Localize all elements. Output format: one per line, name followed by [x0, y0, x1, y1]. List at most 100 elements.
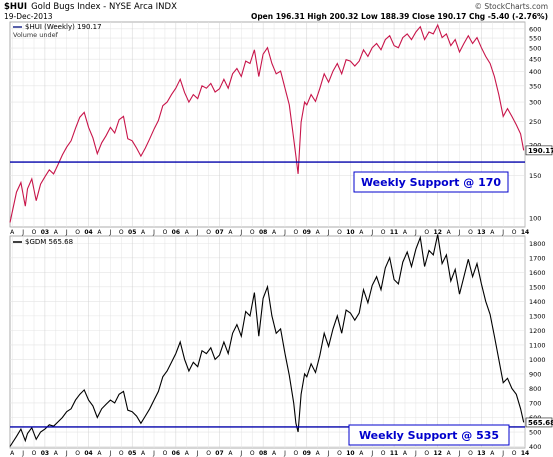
gdm-y-tick-label: 1100 — [529, 341, 546, 349]
hui-x-tick-label: A — [185, 229, 190, 236]
hui-x-tick-label: J — [327, 229, 330, 236]
gdm-x-tick-label: J — [196, 450, 199, 457]
hui-x-tick-label: J — [283, 229, 286, 236]
hui-legend: $HUI (Weekly) 190.17 Volume undef — [13, 23, 102, 39]
gdm-y-tick-label: 1300 — [529, 312, 546, 320]
gdm-x-tick-label: O — [250, 450, 255, 457]
hui-x-tick-label: 09 — [303, 229, 311, 236]
gdm-x-tick-label: 14 — [521, 450, 529, 457]
hui-x-tick-label: O — [294, 229, 299, 236]
gdm-grid — [10, 236, 526, 448]
gdm-x-tick-label: A — [54, 450, 59, 457]
hui-x-tick-label: A — [272, 229, 277, 236]
gdm-y-tick-label: 1600 — [529, 269, 546, 277]
gdm-x-tick-label: O — [163, 450, 168, 457]
gdm-x-tick-label: O — [512, 450, 517, 457]
hui-x-tick-label: A — [490, 229, 495, 236]
hui-y-tick-label: 450 — [529, 56, 541, 64]
hui-y-tick-label: 100 — [529, 215, 541, 223]
hui-x-tick-label: J — [65, 229, 68, 236]
hui-y-tick-label: 350 — [529, 82, 541, 90]
hui-x-tick-label: J — [239, 229, 242, 236]
hui-y-tick-label: 200 — [529, 141, 541, 149]
stockcharts-credit: © StockCharts.com — [474, 2, 548, 11]
gdm-x-tick-label: 06 — [172, 450, 180, 457]
gdm-x-tick-label: 04 — [84, 450, 92, 457]
hui-x-tick-label: A — [447, 229, 452, 236]
gdm-x-tick-label: A — [447, 450, 452, 457]
gdm-x-tick-label: O — [206, 450, 211, 457]
hui-x-tick-label: A — [54, 229, 59, 236]
gdm-x-tick-label: A — [185, 450, 190, 457]
hui-x-tick-label: J — [501, 229, 504, 236]
hui-x-tick-label: A — [141, 229, 146, 236]
hui-x-tick-label: J — [108, 229, 111, 236]
gdm-x-tick-label: J — [458, 450, 461, 457]
gdm-y-tick-label: 1400 — [529, 298, 546, 306]
hui-x-tick-label: A — [403, 229, 408, 236]
hui-x-tick-label: 04 — [84, 229, 92, 236]
gdm-y-tick-label: 1200 — [529, 327, 546, 335]
gdm-legend: $GDM 565.68 — [13, 238, 73, 246]
gdm-x-tick-label: J — [501, 450, 504, 457]
hui-y-tick-label: 550 — [529, 35, 541, 43]
index-name: Gold Bugs Index - NYSE Arca INDX — [31, 2, 177, 12]
hui-y-tick-label: 150 — [529, 172, 541, 180]
hui-x-tick-label: J — [370, 229, 373, 236]
hui-last-value-text: 190.17 — [528, 147, 553, 155]
symbol: $HUI — [4, 2, 27, 12]
hui-x-tick-label: 06 — [172, 229, 180, 236]
gdm-last-value-box — [525, 417, 553, 428]
chart-date: 19-Dec-2013 — [4, 12, 53, 21]
hui-x-tick-label: O — [206, 229, 211, 236]
gdm-y-tick-label: 1000 — [529, 356, 546, 364]
hui-x-tick-label: O — [337, 229, 342, 236]
gdm-x-tick-label: A — [228, 450, 233, 457]
hui-x-tick-label: O — [119, 229, 124, 236]
hui-support-label: Weekly Support @ 170 — [353, 171, 509, 193]
gdm-x-tick-label: 03 — [41, 450, 49, 457]
gdm-price-line — [9, 234, 525, 447]
hui-x-tick-label: 08 — [259, 229, 267, 236]
hui-panel: Weekly Support @ 170 $HUI (Weekly) 190.1… — [9, 21, 553, 236]
hui-support-label-text: Weekly Support @ 170 — [361, 176, 501, 189]
gdm-x-tick-label: O — [32, 450, 37, 457]
gdm-y-tick-label: 800 — [529, 385, 541, 393]
gdm-last-value-text: 565.68 — [528, 419, 553, 427]
gdm-x-tick-label: J — [21, 450, 24, 457]
hui-x-tick-label: 10 — [346, 229, 354, 236]
hui-x-tick-label: O — [163, 229, 168, 236]
hui-y-tick-label: 250 — [529, 118, 541, 126]
hui-plot-frame — [9, 21, 526, 228]
hui-last-value-box — [525, 145, 553, 156]
gdm-x-tick-label: 13 — [477, 450, 485, 457]
gdm-x-tick-label: O — [424, 450, 429, 457]
gdm-x-tick-label: J — [370, 450, 373, 457]
gdm-plot-frame — [9, 235, 526, 449]
ohlc-readout: Open 196.31 High 200.32 Low 188.39 Close… — [251, 12, 548, 21]
hui-x-tick-label: O — [468, 229, 473, 236]
gdm-x-tick-label: A — [141, 450, 146, 457]
hui-x-tick-label: A — [228, 229, 233, 236]
gdm-x-tick-label: O — [294, 450, 299, 457]
gdm-x-tick-label: A — [490, 450, 495, 457]
hui-x-tick-label: 13 — [477, 229, 485, 236]
gdm-x-tick-label: J — [108, 450, 111, 457]
gdm-y-tick-label: 1800 — [529, 240, 546, 248]
gdm-y-tick-label: 1500 — [529, 283, 546, 291]
gdm-x-tick-label: 05 — [128, 450, 136, 457]
hui-y-tick-label: 400 — [529, 68, 541, 76]
hui-x-tick-label: 05 — [128, 229, 136, 236]
gdm-x-tick-label: 09 — [303, 450, 311, 457]
hui-x-axis: A J O 03 A J O 04 A J O 05 A J O 06 A J O 07 A J O 08 A J O 09 A J O 10… — [10, 229, 529, 236]
gdm-x-tick-label: O — [119, 450, 124, 457]
gdm-x-tick-label: J — [239, 450, 242, 457]
gdm-x-tick-label: A — [403, 450, 408, 457]
gdm-legend-text: $GDM 565.68 — [25, 238, 73, 246]
gdm-x-tick-label: 08 — [259, 450, 267, 457]
gdm-y-tick-label: 1700 — [529, 254, 546, 262]
gdm-x-tick-label: O — [381, 450, 386, 457]
hui-x-tick-label: O — [250, 229, 255, 236]
hui-x-tick-label: O — [512, 229, 517, 236]
